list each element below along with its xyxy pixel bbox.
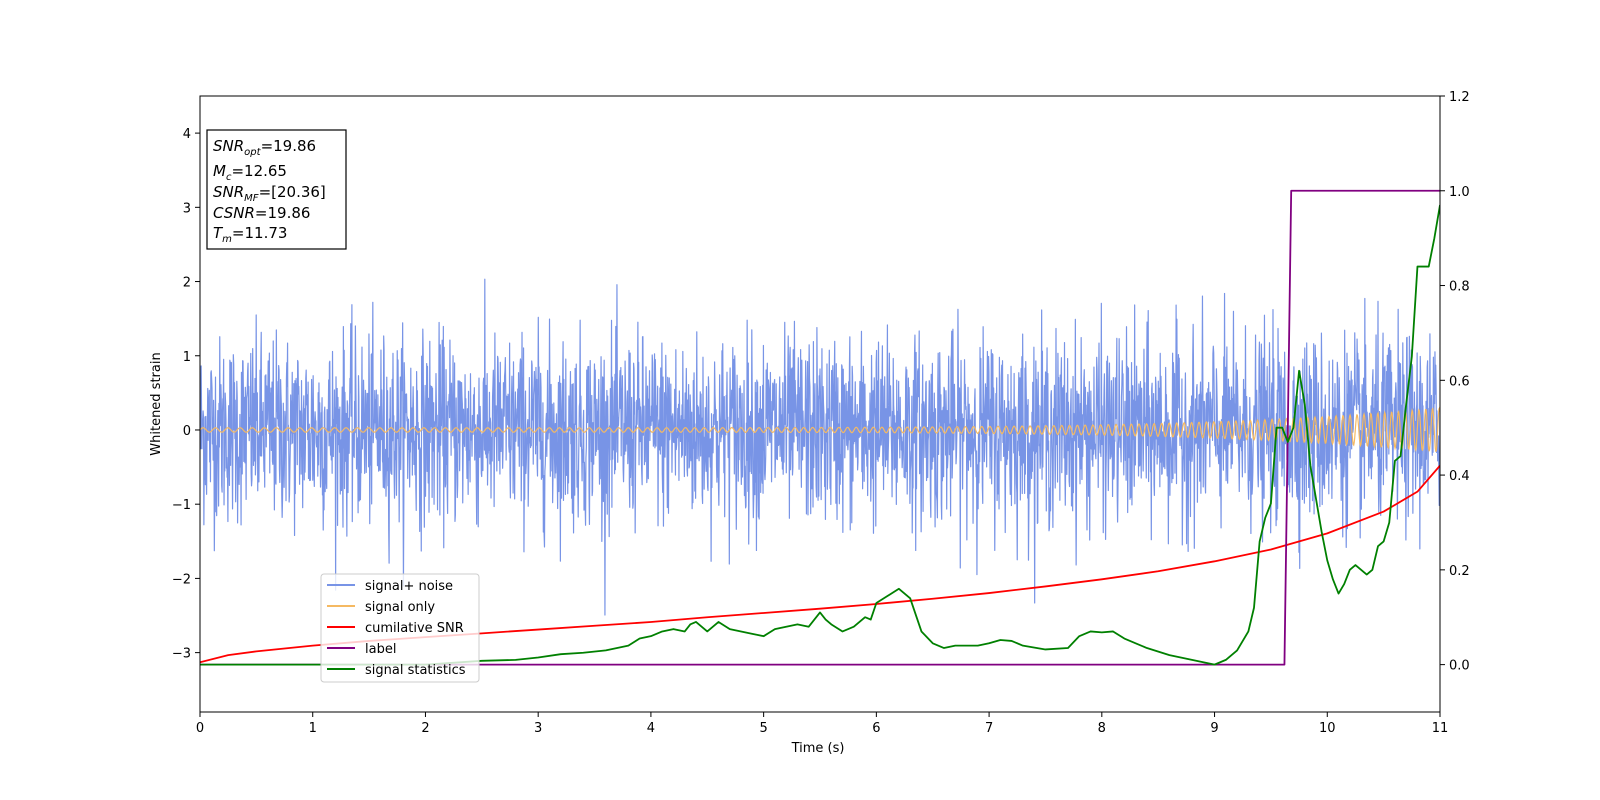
y-left-tick-label: 3: [183, 201, 191, 216]
info-box-frame: [206, 129, 347, 250]
x-axis: 0 1 2 3 4 5 6 7 8 9 10 11: [196, 712, 1448, 736]
x-tick-label: 0: [196, 721, 204, 736]
legend-label: cumilative SNR: [365, 621, 464, 636]
series-line-signal-noise: [200, 278, 1440, 616]
y-left-tick-label: 1: [183, 350, 191, 365]
x-tick-label: 2: [421, 721, 429, 736]
info-box-line: Tm=11.73: [213, 224, 287, 245]
info-box-line: SNRopt=19.86: [213, 137, 316, 158]
legend-frame: [320, 573, 480, 683]
x-tick-label: 1: [309, 721, 317, 736]
y-right-tick-label: 0.4: [1449, 469, 1470, 484]
y-left-tick-label: 0: [183, 424, 191, 439]
x-tick-label: 3: [534, 721, 542, 736]
x-tick-label: 7: [985, 721, 993, 736]
y-left-tick-label: −2: [172, 572, 191, 587]
legend-label: signal statistics: [365, 663, 466, 678]
y-right-tick-label: 0.2: [1449, 564, 1470, 579]
series-line-label: [200, 189, 1440, 666]
x-tick-label: 9: [1210, 721, 1218, 736]
info-box-line: Mc=12.65: [213, 162, 287, 183]
info-box: SNRopt=19.86 Mc=12.65SNRMF=[20.36]CSNR=19…: [206, 129, 347, 250]
y-left-tick-label: 4: [183, 127, 191, 142]
x-axis-label: Time (s): [791, 741, 845, 756]
x-tick-label: 4: [647, 721, 655, 736]
series-line-signal-statistics: [200, 204, 1440, 666]
series-line-signal-only: [200, 405, 1440, 452]
legend-label: signal only: [365, 600, 435, 615]
y-left-tick-label: 2: [183, 276, 191, 291]
y-right-tick-label: 0.0: [1449, 659, 1470, 674]
y-axis-label: Whitened strain: [149, 352, 164, 455]
info-box-line: SNRMF=[20.36]: [213, 183, 326, 204]
y-left-tick-label: −3: [172, 647, 191, 662]
y-left-tick-label: −1: [172, 498, 191, 513]
plot-frame: [199, 95, 1441, 713]
x-tick-label: 5: [759, 721, 767, 736]
y-axis-right: 0.0 0.2 0.4 0.6 0.8 1.0 1.2: [1440, 90, 1470, 674]
y-right-tick-label: 1.2: [1449, 90, 1470, 105]
x-tick-label: 8: [1098, 721, 1106, 736]
legend: signal+ noise signal only cumilative SNR la…: [320, 573, 480, 683]
x-tick-label: 10: [1319, 721, 1336, 736]
legend-label: signal+ noise: [365, 579, 453, 594]
info-box-line: CSNR=19.86: [213, 204, 310, 222]
y-axis-left: −3 −2 −1 0 1 2 3 4: [172, 127, 200, 662]
legend-label: label: [365, 642, 396, 657]
y-right-tick-label: 1.0: [1449, 185, 1470, 200]
x-tick-label: 11: [1432, 721, 1449, 736]
x-tick-label: 6: [872, 721, 880, 736]
y-right-tick-label: 0.6: [1449, 374, 1470, 389]
y-right-tick-label: 0.8: [1449, 280, 1470, 295]
